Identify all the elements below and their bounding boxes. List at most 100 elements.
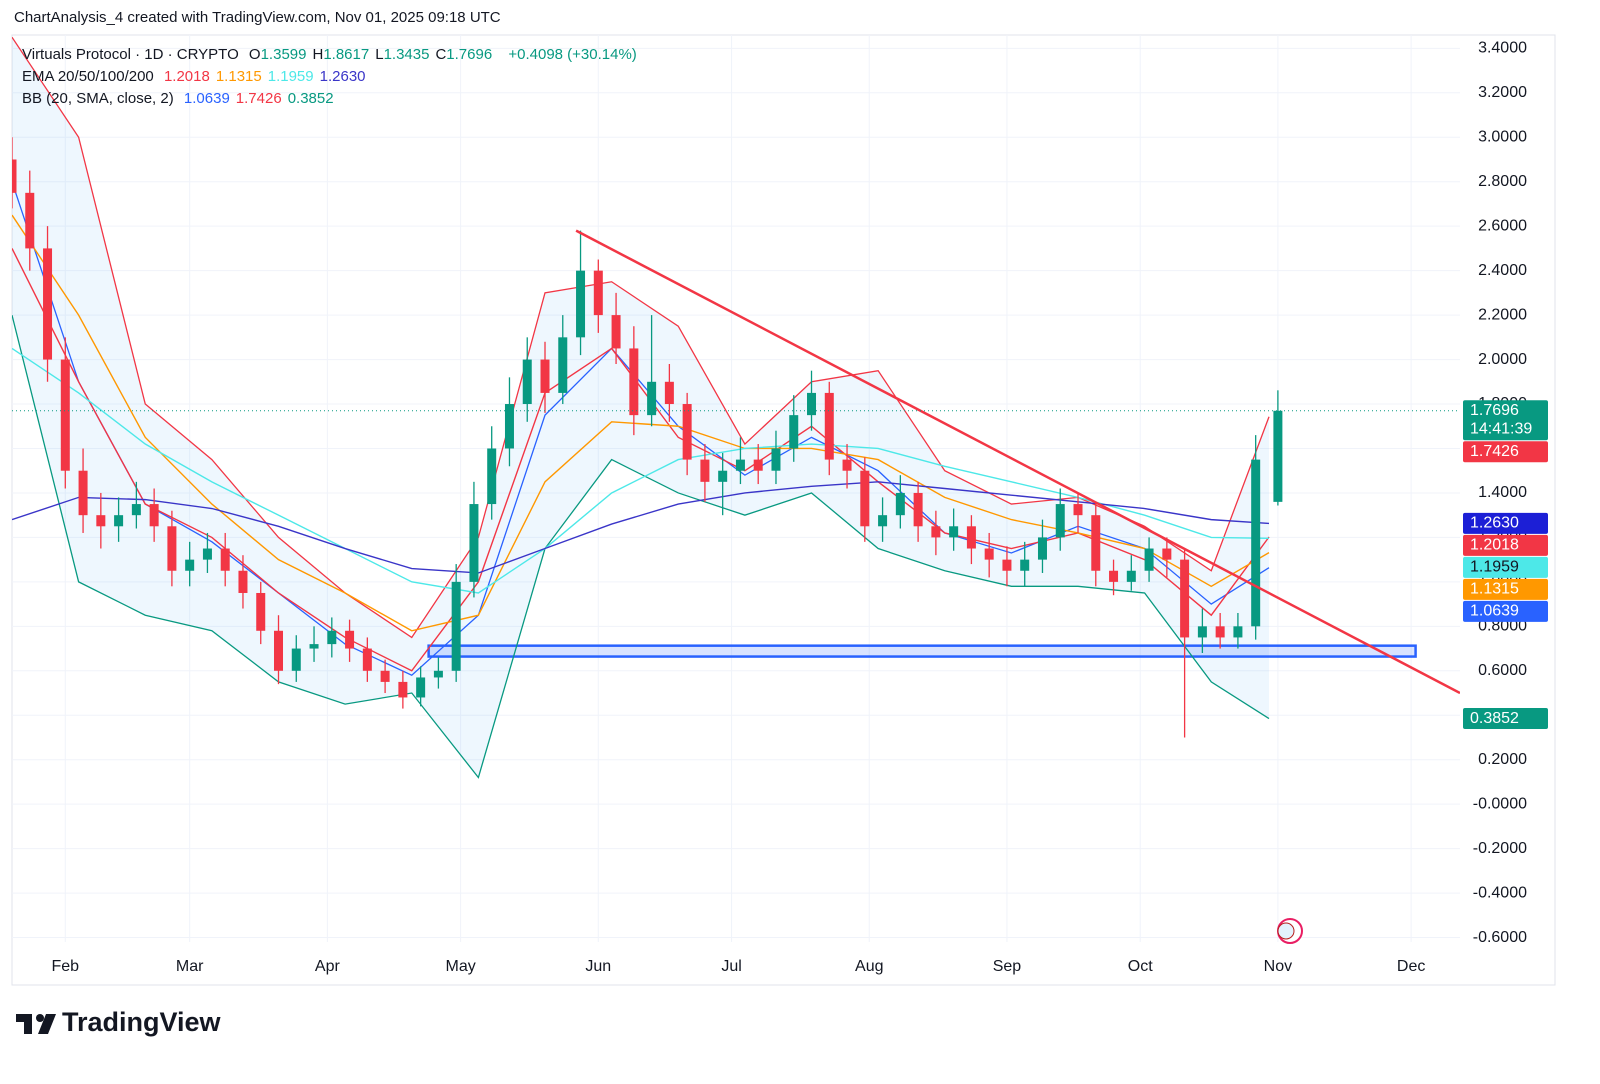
x-tick-label: Mar: [176, 958, 204, 975]
candle-body: [185, 559, 195, 571]
candle-body: [114, 515, 124, 527]
ohlc-value: 1.3435: [383, 46, 430, 63]
plot-area: [12, 36, 1460, 779]
candle-body: [771, 448, 781, 471]
candle-body: [1180, 559, 1190, 638]
candle-body: [1020, 559, 1030, 571]
candle-body: [1162, 548, 1172, 560]
candle-body: [345, 630, 355, 649]
x-tick-label: May: [445, 958, 475, 975]
candle-body: [895, 492, 905, 516]
bb-value: 0.3852: [287, 90, 334, 107]
ema-line: [12, 248, 1270, 672]
ema-value: 1.2018: [163, 68, 210, 85]
brand-logo: TradingView: [16, 1007, 222, 1037]
y-tick-label: 2.8000: [1478, 173, 1527, 190]
candle-body: [949, 526, 959, 538]
candle-body: [753, 459, 763, 471]
candle-body: [60, 359, 70, 471]
bb-value: 1.7426: [235, 90, 282, 107]
candle-body: [1109, 570, 1119, 582]
candle-body: [540, 359, 550, 393]
candle-body: [1197, 626, 1207, 638]
candle-body: [487, 448, 497, 505]
brand-name: TradingView: [62, 1007, 222, 1037]
candle-body: [789, 415, 799, 449]
price-badge: [1463, 534, 1548, 556]
countdown: 14:41:39: [1470, 421, 1532, 438]
candle-body: [96, 515, 106, 527]
candle-body: [256, 592, 266, 631]
legend-row: Virtuals Protocol · 1D · CRYPTO O1.3599 H…: [22, 44, 643, 66]
ema-line: [12, 347, 1270, 594]
candle-body: [469, 504, 479, 582]
price-badge-label: 1.0639: [1470, 603, 1519, 620]
ohlc-value: 1.7696: [446, 46, 493, 63]
candle-body: [238, 570, 248, 593]
candle-body: [860, 470, 870, 527]
candle-body: [558, 337, 568, 393]
price-badge: [1463, 556, 1548, 578]
x-tick-label: Oct: [1128, 958, 1153, 975]
ohlc: O1.3599 H1.8617 L1.3435 C1.7696: [249, 46, 498, 63]
bb-value: 1.0639: [183, 90, 230, 107]
candle-body: [576, 270, 586, 338]
y-tick-label: 2.4000: [1478, 262, 1527, 279]
candle-body: [931, 526, 941, 538]
ema-line: [12, 214, 1270, 632]
ema-value: 1.2630: [319, 68, 366, 85]
price-badge-label: 1.2630: [1470, 515, 1519, 532]
ema-value: 1.1959: [267, 68, 314, 85]
candle-body: [220, 548, 230, 571]
candle-body: [522, 359, 532, 405]
candle-body: [629, 348, 639, 416]
price-badge-label: 1.7426: [1470, 443, 1519, 460]
candle-body: [25, 192, 35, 249]
candle-body: [664, 381, 674, 405]
candle-body: [451, 581, 461, 671]
candle-body: [593, 270, 603, 316]
indicator-name: EMA 20/50/100/200: [22, 68, 154, 85]
candle-body: [362, 648, 372, 671]
price-badge: [1463, 512, 1548, 534]
support-zone: [427, 644, 1417, 658]
candle-body: [504, 404, 514, 449]
candle-body: [824, 392, 834, 460]
candle-body: [1002, 559, 1012, 571]
candle-body: [1055, 504, 1065, 538]
ema-line: [12, 481, 1270, 574]
change: +0.4098 (+30.14%): [508, 46, 637, 63]
candle-body: [1091, 515, 1101, 571]
price-badge: [1463, 441, 1548, 463]
candle-body: [984, 548, 994, 560]
price-badge: [1463, 578, 1548, 600]
ema-value: 1.1315: [215, 68, 262, 85]
bb-upper: [12, 36, 1270, 639]
candle-body: [735, 459, 745, 471]
bb-fill: [12, 37, 1270, 778]
candle-body: [291, 648, 301, 671]
axes: 3.4000 3.2000 3.0000 2.8000 2.6000 2.4000 2.20…: [52, 40, 1548, 975]
candle-body: [611, 315, 621, 349]
y-tick-label: -0.4000: [1473, 884, 1527, 901]
y-tick-label: 0.2000: [1478, 751, 1527, 768]
legend-row: BB (20, SMA, close, 2) 1.0639 1.7426 0.385…: [22, 88, 340, 110]
ohlc-key: L: [375, 46, 384, 63]
y-tick-label: -0.6000: [1473, 929, 1527, 946]
legend-row: EMA 20/50/100/200 1.2018 1.1315 1.1959 1.26…: [22, 66, 372, 88]
ohlc-value: 1.8617: [323, 46, 370, 63]
candle-body: [1073, 504, 1083, 516]
candle-body: [878, 515, 888, 527]
chart-frame: [11, 34, 1556, 986]
trendline: [575, 229, 1460, 695]
candle-body: [78, 470, 88, 516]
y-tick-label: 3.0000: [1478, 128, 1527, 145]
x-tick-label: Nov: [1264, 958, 1292, 975]
y-tick-label: 3.4000: [1478, 40, 1527, 57]
indicator-name: BB (20, SMA, close, 2): [22, 90, 174, 107]
symbol: Virtuals Protocol · 1D · CRYPTO: [22, 46, 239, 63]
candle-body: [1251, 459, 1261, 627]
candle-body: [1233, 626, 1243, 638]
candle-body: [807, 392, 817, 416]
